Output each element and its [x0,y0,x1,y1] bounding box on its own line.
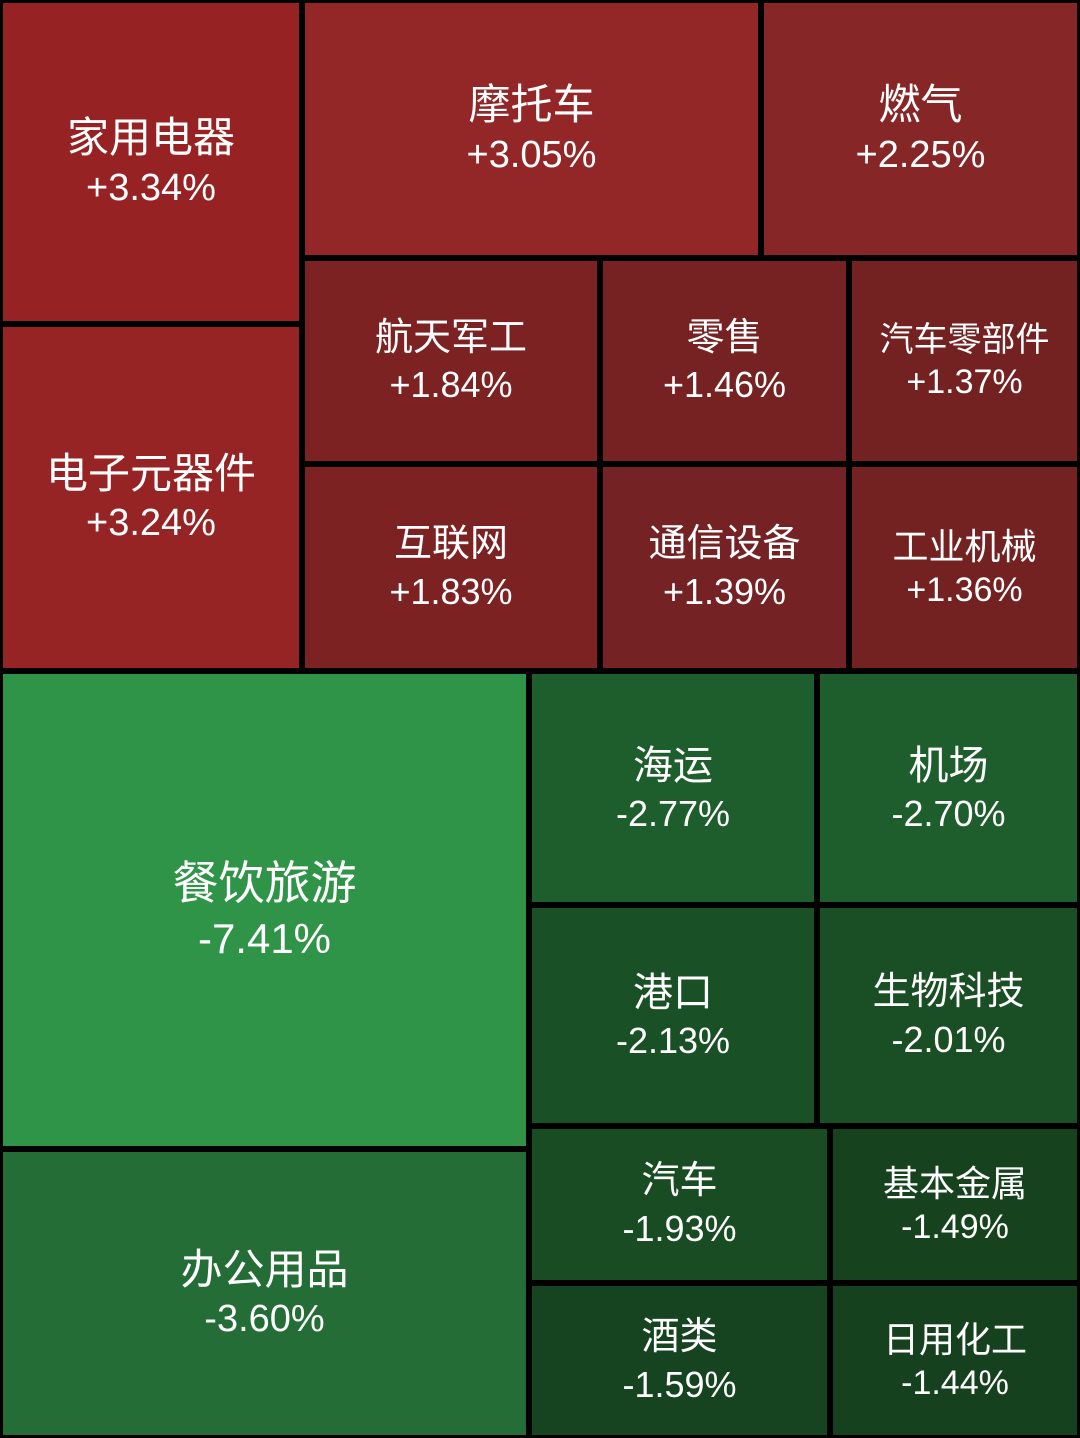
cell-value: +1.46% [663,362,786,407]
cell-value: -7.41% [198,913,331,966]
cell-label: 摩托车 [468,79,594,132]
cell-value: -1.49% [901,1206,1009,1249]
cell-value: +1.36% [906,569,1022,612]
cell-value: +3.24% [86,500,216,548]
cell-value: +1.37% [906,361,1022,404]
cell-label: 办公用品 [180,1244,348,1297]
cell-label: 通信设备 [648,521,800,569]
treemap-cell[interactable]: 海运-2.77% [529,671,817,905]
cell-value: -1.44% [901,1362,1009,1405]
cell-label: 酒类 [641,1314,717,1362]
cell-value: +3.05% [467,132,597,180]
cell-value: +1.39% [663,569,786,614]
treemap-cell[interactable]: 电子元器件+3.24% [0,324,302,671]
treemap-cell[interactable]: 汽车-1.93% [529,1126,830,1283]
cell-label: 日用化工 [883,1317,1027,1362]
treemap-cell[interactable]: 基本金属-1.49% [830,1126,1080,1283]
cell-value: -1.93% [622,1206,736,1251]
treemap-cell[interactable]: 工业机械+1.36% [849,464,1080,671]
cell-label: 港口 [633,968,713,1018]
sector-treemap: 家用电器+3.34%电子元器件+3.24%摩托车+3.05%燃气+2.25%航天… [0,0,1080,1438]
treemap-cell[interactable]: 家用电器+3.34% [0,0,302,324]
treemap-cell[interactable]: 日用化工-1.44% [830,1283,1080,1438]
cell-label: 汽车 [641,1158,717,1206]
treemap-cell[interactable]: 摩托车+3.05% [302,0,761,258]
treemap-cell[interactable]: 汽车零部件+1.37% [849,258,1080,464]
treemap-cell[interactable]: 餐饮旅游-7.41% [0,671,529,1149]
cell-label: 航天军工 [375,315,527,363]
cell-label: 电子元器件 [46,448,256,501]
cell-value: +1.83% [389,569,512,614]
cell-value: +3.34% [86,165,216,213]
cell-value: -3.60% [204,1296,324,1344]
treemap-cell[interactable]: 燃气+2.25% [761,0,1080,258]
cell-label: 海运 [633,741,713,791]
cell-label: 工业机械 [892,524,1036,569]
cell-label: 互联网 [394,521,508,569]
cell-label: 燃气 [878,79,962,132]
treemap-cell[interactable]: 港口-2.13% [529,905,817,1126]
cell-value: -2.01% [891,1017,1005,1062]
cell-label: 汽车零部件 [880,319,1050,362]
treemap-cell[interactable]: 生物科技-2.01% [817,905,1080,1126]
treemap-cell[interactable]: 通信设备+1.39% [600,464,849,671]
cell-value: +1.84% [389,362,512,407]
cell-label: 基本金属 [883,1161,1027,1206]
treemap-cell[interactable]: 办公用品-3.60% [0,1149,529,1438]
treemap-cell[interactable]: 酒类-1.59% [529,1283,830,1438]
treemap-cell[interactable]: 机场-2.70% [817,671,1080,905]
treemap-cell[interactable]: 航天军工+1.84% [302,258,600,464]
treemap-cell[interactable]: 互联网+1.83% [302,464,600,671]
treemap-cell[interactable]: 零售+1.46% [600,258,849,464]
cell-label: 生物科技 [872,969,1024,1017]
cell-label: 家用电器 [67,112,235,165]
cell-value: -2.13% [616,1018,730,1063]
cell-value: -1.59% [622,1362,736,1407]
cell-value: +2.25% [856,132,986,180]
cell-label: 零售 [686,315,762,363]
cell-value: -2.70% [891,791,1005,836]
cell-label: 机场 [909,741,989,791]
cell-label: 餐饮旅游 [173,855,357,913]
cell-value: -2.77% [616,791,730,836]
